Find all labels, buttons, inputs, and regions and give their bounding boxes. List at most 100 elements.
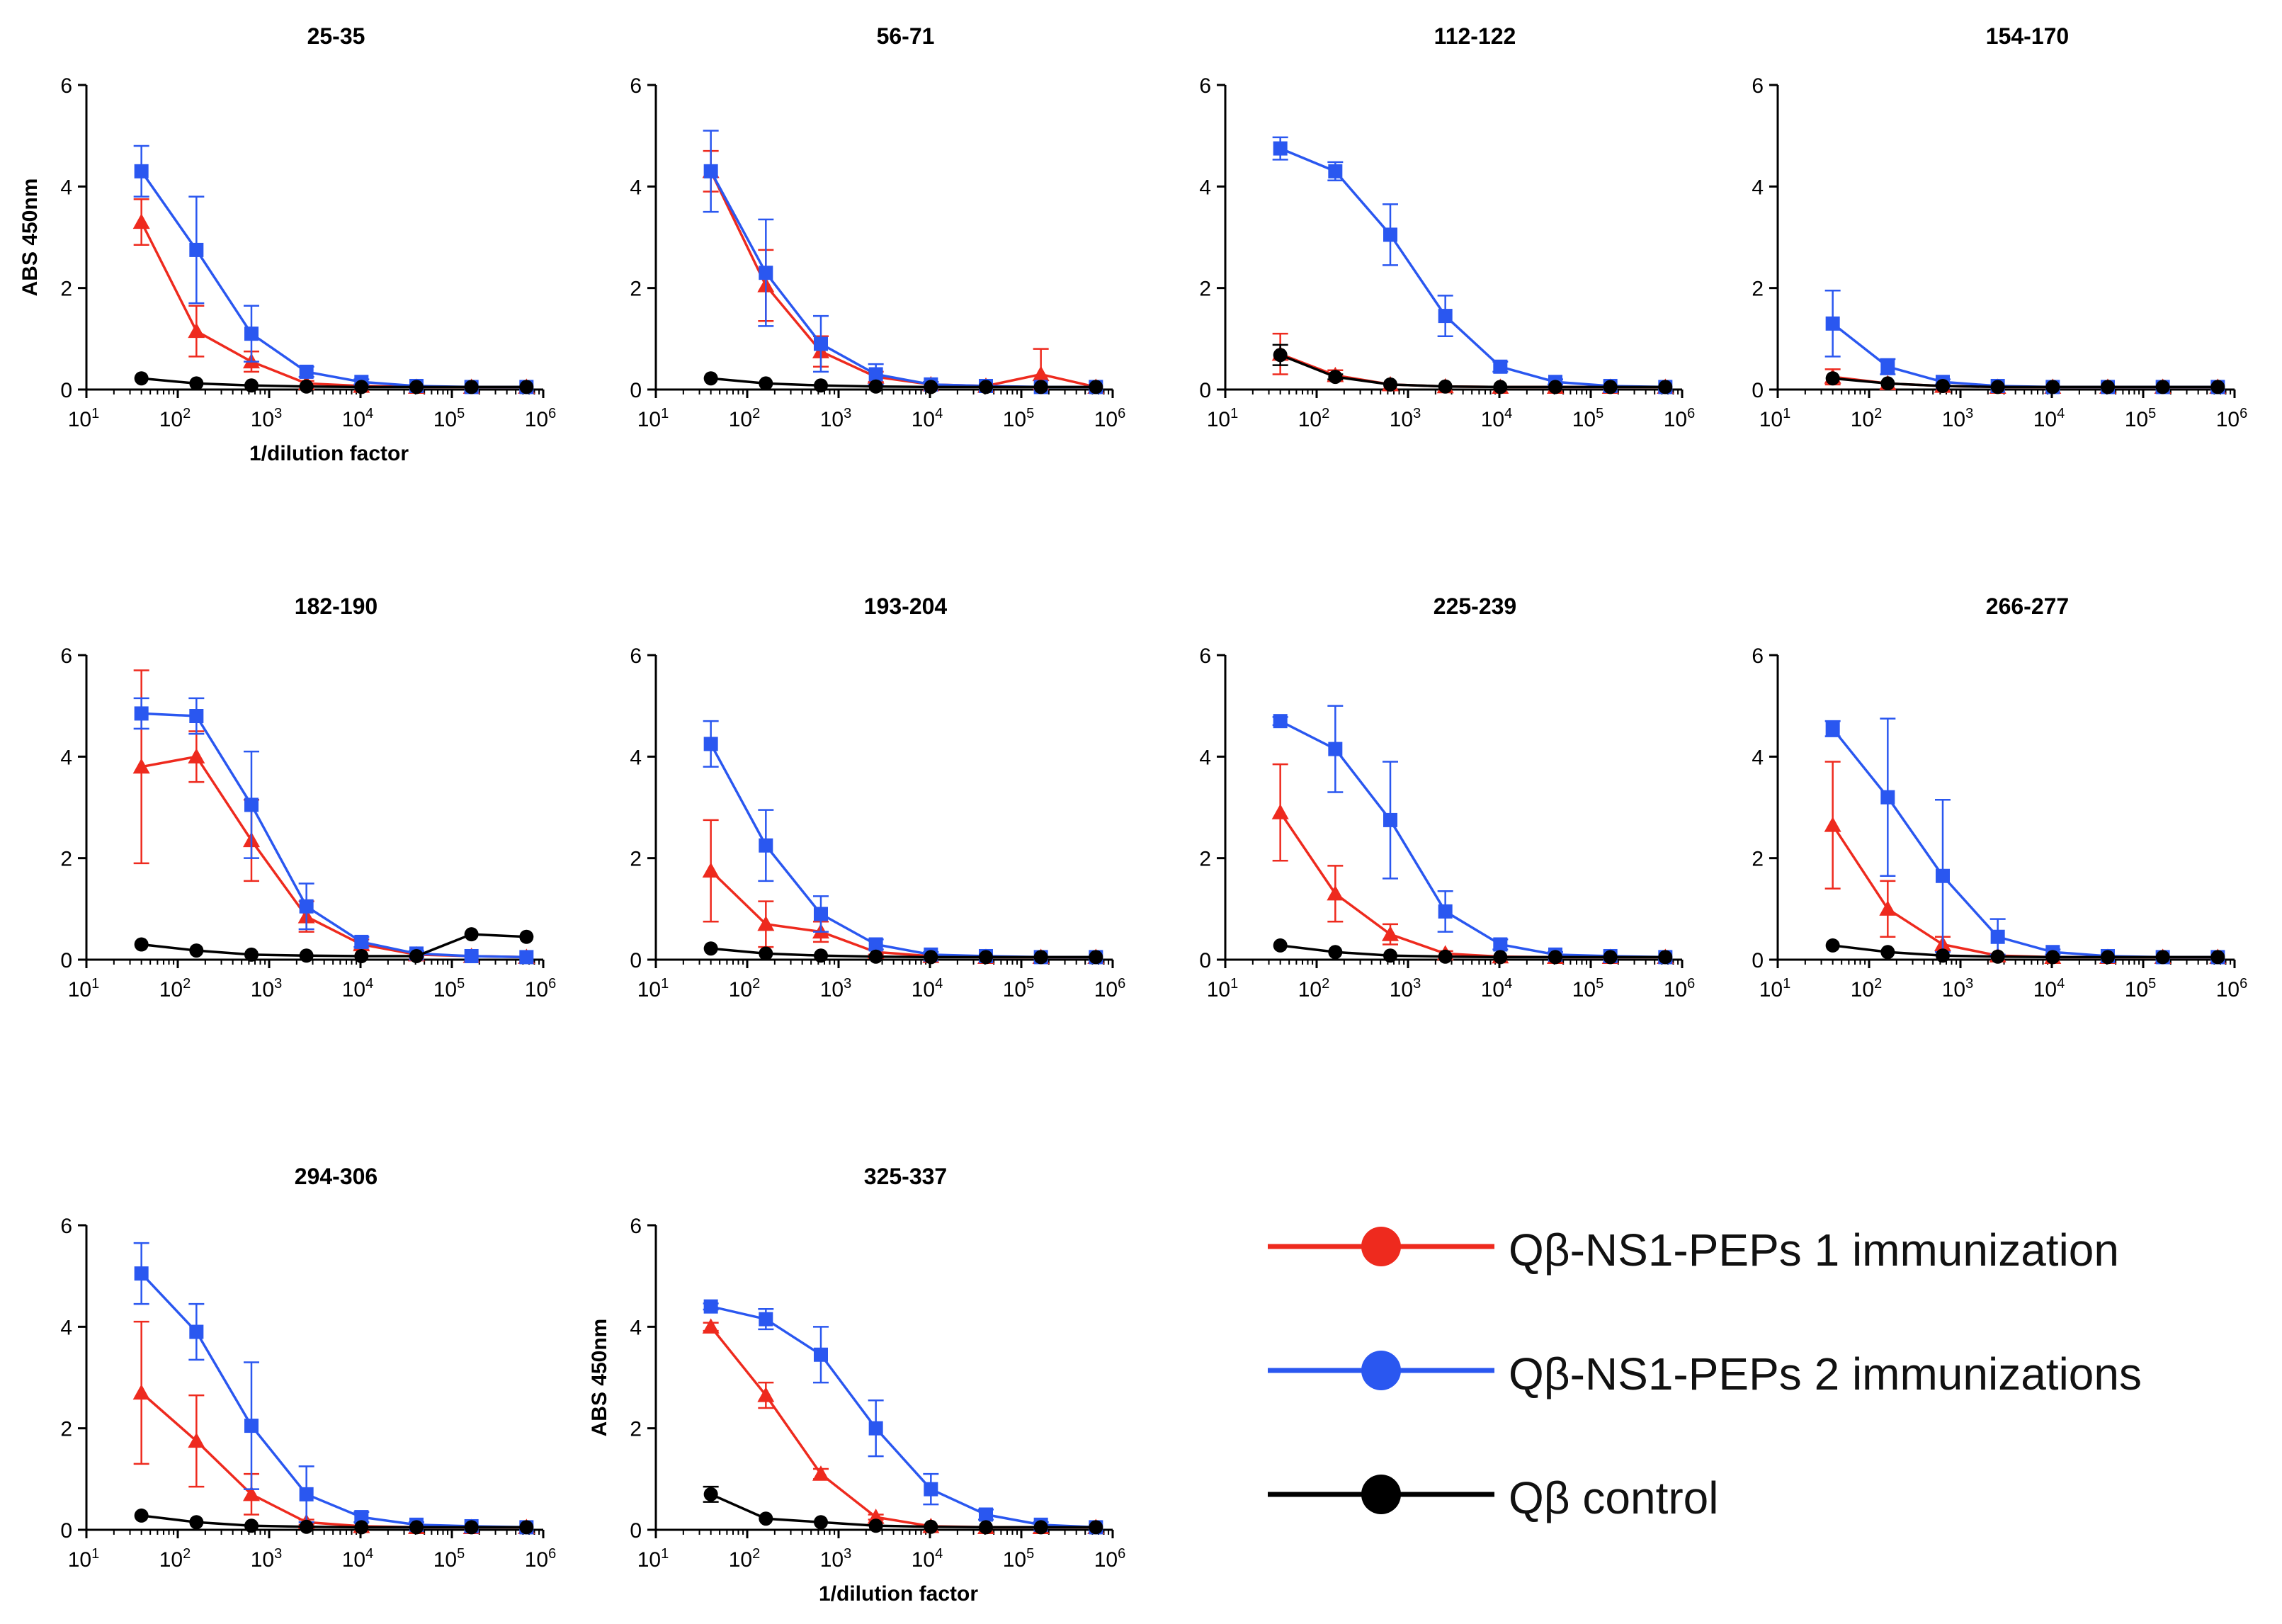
x-tick-label: 101 xyxy=(68,976,100,1001)
x-tick-label: 101 xyxy=(1207,976,1239,1001)
data-point-square xyxy=(1880,790,1895,805)
x-tick-label: 102 xyxy=(1298,406,1330,431)
chart-title: 325-337 xyxy=(864,1164,947,1189)
data-point-circle xyxy=(813,948,828,963)
data-point-square xyxy=(1880,359,1895,374)
data-point-triangle xyxy=(702,862,720,878)
data-point-circle xyxy=(1328,945,1343,960)
y-tick-label: 0 xyxy=(630,379,642,402)
data-point-circle xyxy=(1825,371,1840,386)
data-point-square xyxy=(759,838,773,853)
data-point-square xyxy=(299,364,314,379)
x-tick-label: 106 xyxy=(2216,976,2248,1001)
series-Qβ control xyxy=(134,371,534,394)
series-Qβ-NS1-PEPs 2 immunizations xyxy=(133,1242,534,1535)
data-point-circle xyxy=(1658,380,1673,394)
data-point-square xyxy=(813,907,828,921)
data-point-circle xyxy=(134,937,149,952)
x-tick-label: 101 xyxy=(637,976,669,1001)
data-point-triangle xyxy=(757,915,775,931)
y-tick-label: 0 xyxy=(1752,949,1764,972)
x-tick-label: 103 xyxy=(1390,406,1421,431)
chart-title: 193-204 xyxy=(864,594,948,619)
y-tick-label: 2 xyxy=(1199,278,1211,301)
data-point-square xyxy=(1328,164,1343,178)
data-point-circle xyxy=(189,1515,204,1530)
chart-panel-266-277: 266-277 0 2 4 6 101 102 103 104 105 106 xyxy=(1752,594,2247,1001)
y-tick-label: 6 xyxy=(630,74,642,98)
x-tick-label: 102 xyxy=(729,406,761,431)
data-point-circle xyxy=(759,376,773,391)
x-tick-label: 106 xyxy=(1094,1546,1126,1572)
legend-label: Qβ-NS1-PEPs 2 immunizations xyxy=(1509,1348,2142,1399)
y-tick-label: 0 xyxy=(60,1519,72,1543)
x-tick-label: 102 xyxy=(159,976,191,1001)
data-point-circle xyxy=(1603,380,1618,394)
data-point-circle xyxy=(924,380,938,394)
x-tick-label: 104 xyxy=(342,406,374,431)
x-tick-label: 105 xyxy=(1003,976,1035,1001)
data-point-triangle xyxy=(188,322,205,339)
data-point-circle xyxy=(2155,380,2170,394)
x-tick-label: 102 xyxy=(159,1546,191,1572)
data-point-circle xyxy=(464,380,479,394)
data-point-circle xyxy=(813,1515,828,1530)
data-point-circle xyxy=(1825,938,1840,953)
chart-title: 266-277 xyxy=(1986,594,2069,619)
data-point-square xyxy=(1493,937,1508,952)
y-tick-label: 0 xyxy=(60,949,72,972)
data-point-circle xyxy=(1658,950,1673,965)
x-tick-label: 105 xyxy=(1572,406,1604,431)
data-point-square xyxy=(759,1312,773,1327)
data-point-triangle xyxy=(1032,365,1050,382)
x-tick-label: 106 xyxy=(525,976,557,1001)
chart-title: 56-71 xyxy=(877,23,935,49)
y-tick-label: 4 xyxy=(60,1316,72,1339)
x-tick-label: 105 xyxy=(433,1546,465,1572)
chart-title: 294-306 xyxy=(295,1164,378,1189)
data-point-circle xyxy=(868,379,883,394)
x-tick-label: 101 xyxy=(68,1546,100,1572)
series-line xyxy=(141,377,527,389)
x-tick-label: 104 xyxy=(2033,406,2065,431)
x-tick-label: 106 xyxy=(525,406,557,431)
data-point-circle xyxy=(924,950,938,965)
series-line xyxy=(141,933,527,958)
series-line xyxy=(710,171,1096,389)
series-line xyxy=(1280,353,1666,389)
data-point-square xyxy=(703,164,718,178)
series-line xyxy=(140,170,527,389)
y-tick-label: 2 xyxy=(60,848,72,871)
y-tick-label: 4 xyxy=(1752,176,1764,199)
y-tick-label: 4 xyxy=(1752,746,1764,769)
series-line xyxy=(1279,147,1666,389)
chart-title: 182-190 xyxy=(295,594,378,619)
data-point-circle xyxy=(1493,950,1508,965)
series-Qβ control xyxy=(134,1508,534,1535)
series-Qβ-NS1-PEPs 2 immunizations xyxy=(1824,717,2225,965)
data-point-square xyxy=(189,709,204,723)
series-Qβ control xyxy=(1272,343,1673,394)
y-tick-label: 2 xyxy=(630,1418,642,1441)
data-point-circle xyxy=(1438,379,1453,394)
x-tick-label: 101 xyxy=(68,406,100,431)
data-point-circle xyxy=(1033,950,1048,965)
data-point-circle xyxy=(1935,948,1950,963)
y-tick-label: 6 xyxy=(630,645,642,668)
data-point-square xyxy=(978,1507,993,1522)
y-tick-label: 2 xyxy=(1752,848,1764,871)
chart-panel-193-204: 193-204 0 2 4 6 101 102 103 104 105 106 xyxy=(630,594,1125,1001)
series-line xyxy=(710,1493,1096,1529)
data-point-circle xyxy=(354,948,369,963)
data-point-circle xyxy=(1935,378,1950,393)
series-Qβ-NS1-PEPs 1 immunization xyxy=(132,1320,535,1535)
y-tick-label: 6 xyxy=(60,645,72,668)
y-tick-label: 4 xyxy=(1199,176,1211,199)
series-Qβ control xyxy=(703,1485,1103,1535)
data-point-triangle xyxy=(1271,804,1289,819)
data-point-circle xyxy=(1273,348,1288,363)
x-tick-label: 103 xyxy=(820,406,852,431)
data-point-square xyxy=(464,948,479,963)
data-point-circle xyxy=(2100,380,2115,394)
